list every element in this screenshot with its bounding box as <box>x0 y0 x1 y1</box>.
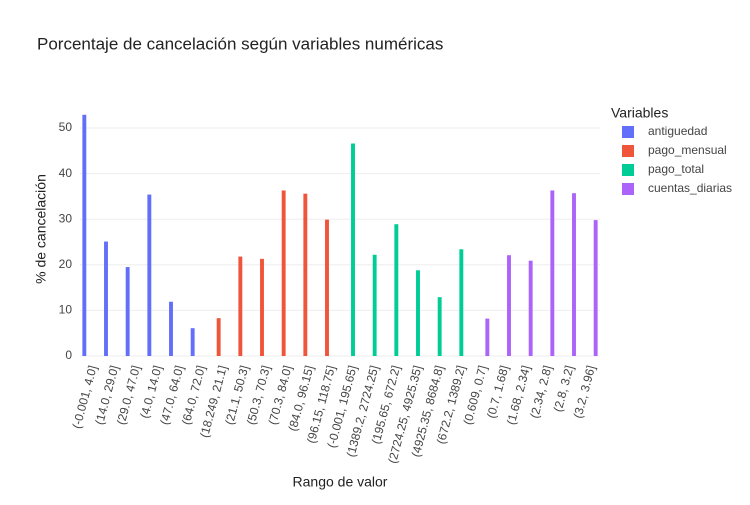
y-tick-label: 20 <box>59 257 73 271</box>
y-tick-label: 40 <box>59 166 73 180</box>
bar <box>572 193 576 356</box>
bar <box>260 258 264 356</box>
y-tick-label: 30 <box>59 211 73 225</box>
legend-label: antiguedad <box>648 124 707 138</box>
y-tick-label: 50 <box>59 120 73 134</box>
bar <box>104 241 108 356</box>
legend-swatch <box>622 145 634 157</box>
bar <box>216 318 221 356</box>
bar <box>550 190 555 356</box>
chart-title: Porcentaje de cancelación según variable… <box>37 34 443 53</box>
bar <box>125 267 130 356</box>
bar <box>593 220 598 356</box>
y-axis-title: % de cancelación <box>33 174 49 284</box>
bar <box>82 114 87 356</box>
bar <box>281 190 286 356</box>
bar <box>303 193 308 356</box>
bar <box>238 256 243 356</box>
x-axis-title: Rango de valor <box>293 474 388 490</box>
bar <box>190 328 195 356</box>
bar <box>485 318 490 356</box>
bar <box>416 270 420 356</box>
bar <box>169 301 173 356</box>
bar <box>325 219 329 356</box>
y-tick-label: 0 <box>65 348 72 362</box>
legend-title: Variables <box>611 105 668 121</box>
bar <box>528 260 533 356</box>
legend-swatch <box>622 126 634 138</box>
bar <box>372 254 377 356</box>
bar <box>459 249 464 356</box>
legend-swatch <box>622 183 634 195</box>
y-tick-label: 10 <box>59 303 73 317</box>
bar <box>507 255 511 356</box>
bar <box>394 224 399 356</box>
legend-label: pago_total <box>648 162 704 176</box>
bar <box>147 194 152 356</box>
legend-swatch <box>622 164 634 176</box>
bar <box>351 143 355 356</box>
legend-label: pago_mensual <box>648 143 727 157</box>
legend-label: cuentas_diarias <box>648 181 732 195</box>
bar <box>437 297 442 356</box>
